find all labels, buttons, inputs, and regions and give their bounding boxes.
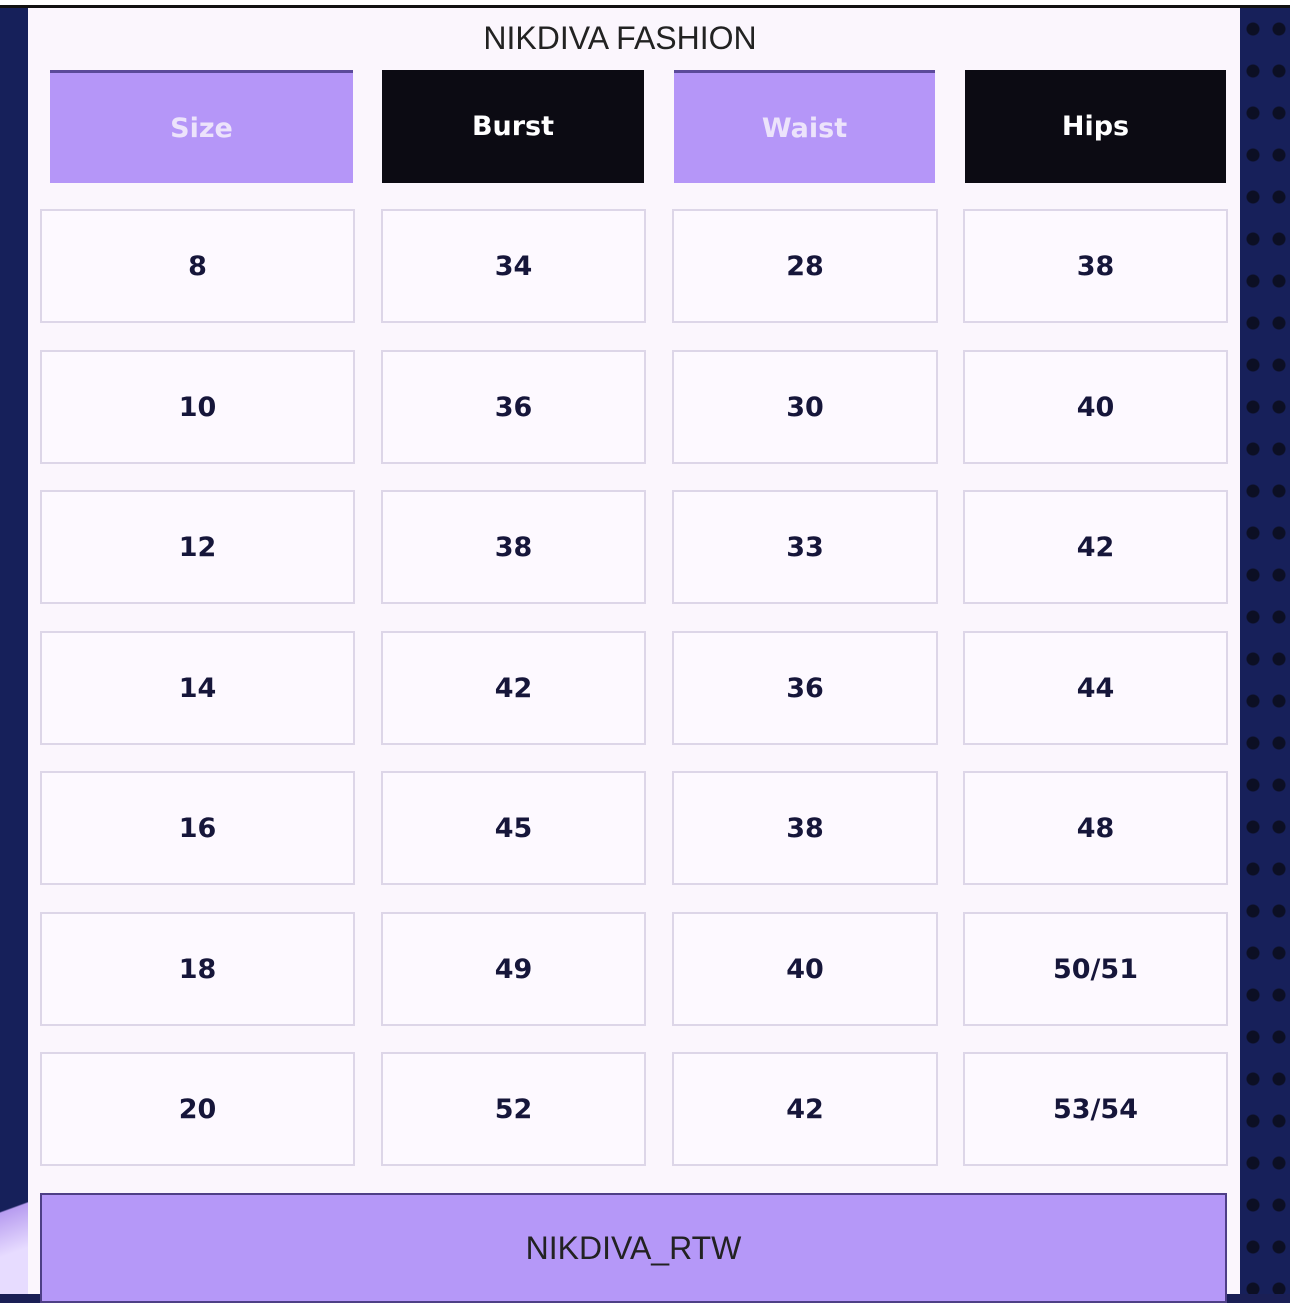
table-cell-waist: 40: [672, 912, 938, 1026]
table-cell-burst: 49: [381, 912, 646, 1026]
top-border: [0, 0, 1290, 7]
table-cell-burst: 45: [381, 771, 646, 885]
table-cell-waist: 30: [672, 350, 938, 464]
table-cell-size: 18: [40, 912, 355, 1026]
table-cell-hips: 53/54: [963, 1052, 1228, 1166]
table-cell-burst: 36: [381, 350, 646, 464]
table-cell-hips: 42: [963, 490, 1228, 604]
right-dotted-background: [1240, 8, 1290, 1294]
footer-banner: NIKDIVA_RTW: [40, 1193, 1227, 1303]
table-cell-size: 10: [40, 350, 355, 464]
table-cell-burst: 38: [381, 490, 646, 604]
table-cell-size: 12: [40, 490, 355, 604]
header-waist: Waist: [674, 70, 935, 183]
table-cell-waist: 33: [672, 490, 938, 604]
top-line: [0, 5, 1290, 8]
table-cell-hips: 50/51: [963, 912, 1228, 1026]
left-decoration: [0, 1150, 28, 1294]
header-burst: Burst: [382, 70, 644, 183]
table-cell-hips: 48: [963, 771, 1228, 885]
table-cell-burst: 42: [381, 631, 646, 745]
table-cell-hips: 44: [963, 631, 1228, 745]
header-hips: Hips: [965, 70, 1226, 183]
table-cell-hips: 40: [963, 350, 1228, 464]
header-size: Size: [50, 70, 353, 183]
size-chart: NIKDIVA FASHION Size Burst Waist Hips 8 34 28 3…: [28, 8, 1240, 1303]
table-cell-burst: 34: [381, 209, 646, 323]
table-cell-size: 20: [40, 1052, 355, 1166]
table-cell-waist: 36: [672, 631, 938, 745]
table-cell-hips: 38: [963, 209, 1228, 323]
table-cell-waist: 38: [672, 771, 938, 885]
table-cell-waist: 42: [672, 1052, 938, 1166]
table-cell-size: 14: [40, 631, 355, 745]
table-cell-size: 8: [40, 209, 355, 323]
left-background: [0, 8, 28, 1294]
table-cell-size: 16: [40, 771, 355, 885]
table-cell-burst: 52: [381, 1052, 646, 1166]
chart-title: NIKDIVA FASHION: [483, 20, 757, 56]
table-cell-waist: 28: [672, 209, 938, 323]
